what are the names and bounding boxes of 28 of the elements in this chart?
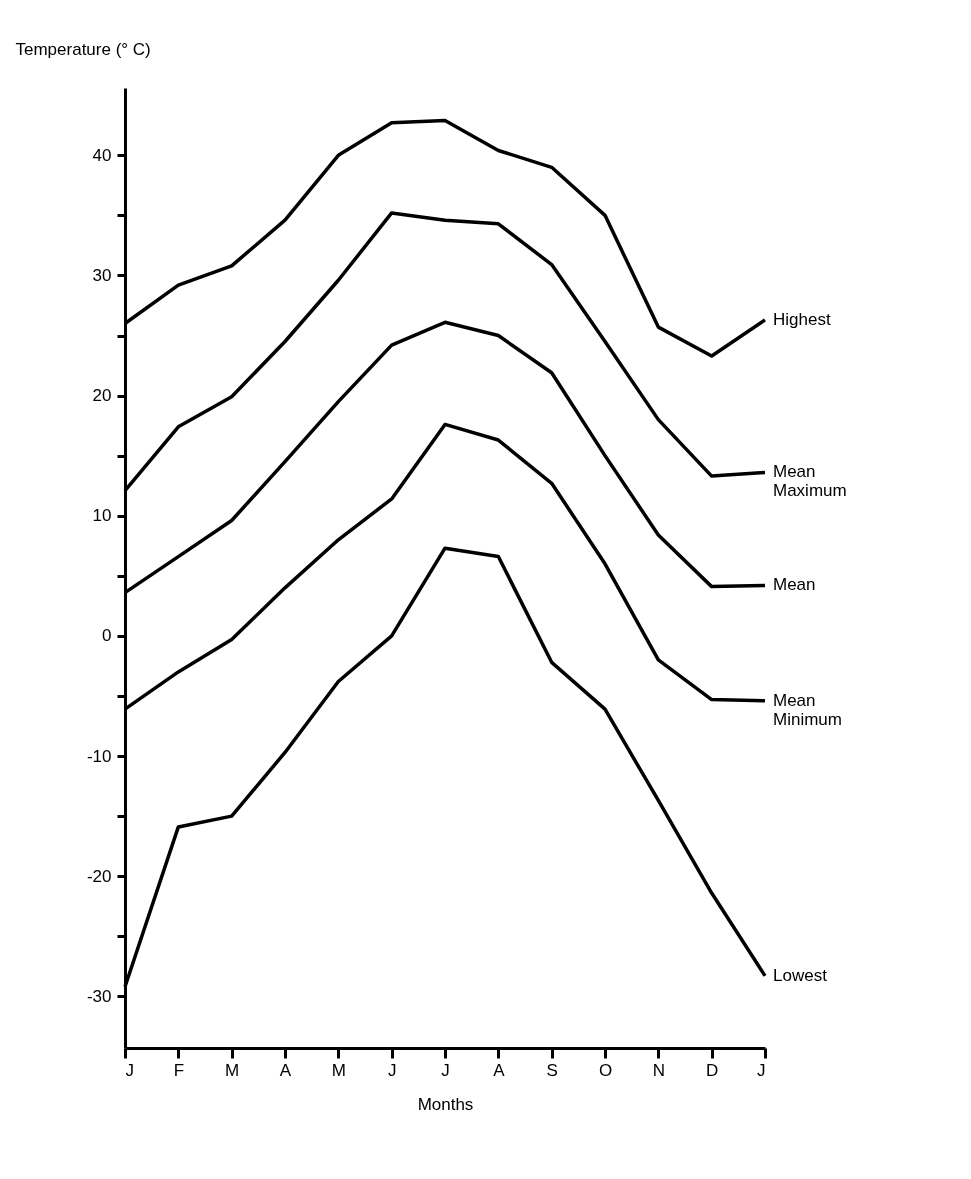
x-tick-label: A	[493, 1060, 506, 1080]
x-tick-label: J	[125, 1060, 134, 1080]
x-tick-label: N	[652, 1060, 665, 1080]
y-tick-label: -10	[86, 746, 112, 766]
x-axis-title: Months	[417, 1094, 474, 1114]
x-tick-label: A	[279, 1060, 292, 1080]
series-label: Lowest	[773, 965, 828, 985]
x-tick-label: O	[598, 1060, 613, 1080]
y-tick-label: 40	[92, 145, 112, 165]
series-label: Mean Maximum	[773, 462, 847, 501]
x-tick-label: F	[173, 1060, 185, 1080]
y-tick-label: 0	[102, 626, 112, 646]
y-axis-title: Temperature (° C)	[15, 39, 151, 59]
x-tick-label: M	[225, 1060, 240, 1080]
x-tick-label: J	[441, 1060, 450, 1080]
x-tick-label: M	[331, 1060, 346, 1080]
x-tick-label: S	[546, 1060, 558, 1080]
series-label: Mean Minimum	[773, 690, 842, 729]
y-tick-label: 10	[92, 506, 112, 526]
y-tick-label: -20	[86, 866, 112, 886]
series-label: Mean	[773, 575, 816, 595]
y-tick-label: 30	[92, 265, 112, 285]
x-tick-label: J	[757, 1060, 766, 1080]
y-tick-label: 20	[92, 386, 112, 406]
x-tick-label: D	[706, 1060, 719, 1080]
series-label: Highest	[773, 309, 831, 329]
y-tick-label: -30	[86, 986, 112, 1006]
x-tick-label: J	[387, 1060, 397, 1080]
